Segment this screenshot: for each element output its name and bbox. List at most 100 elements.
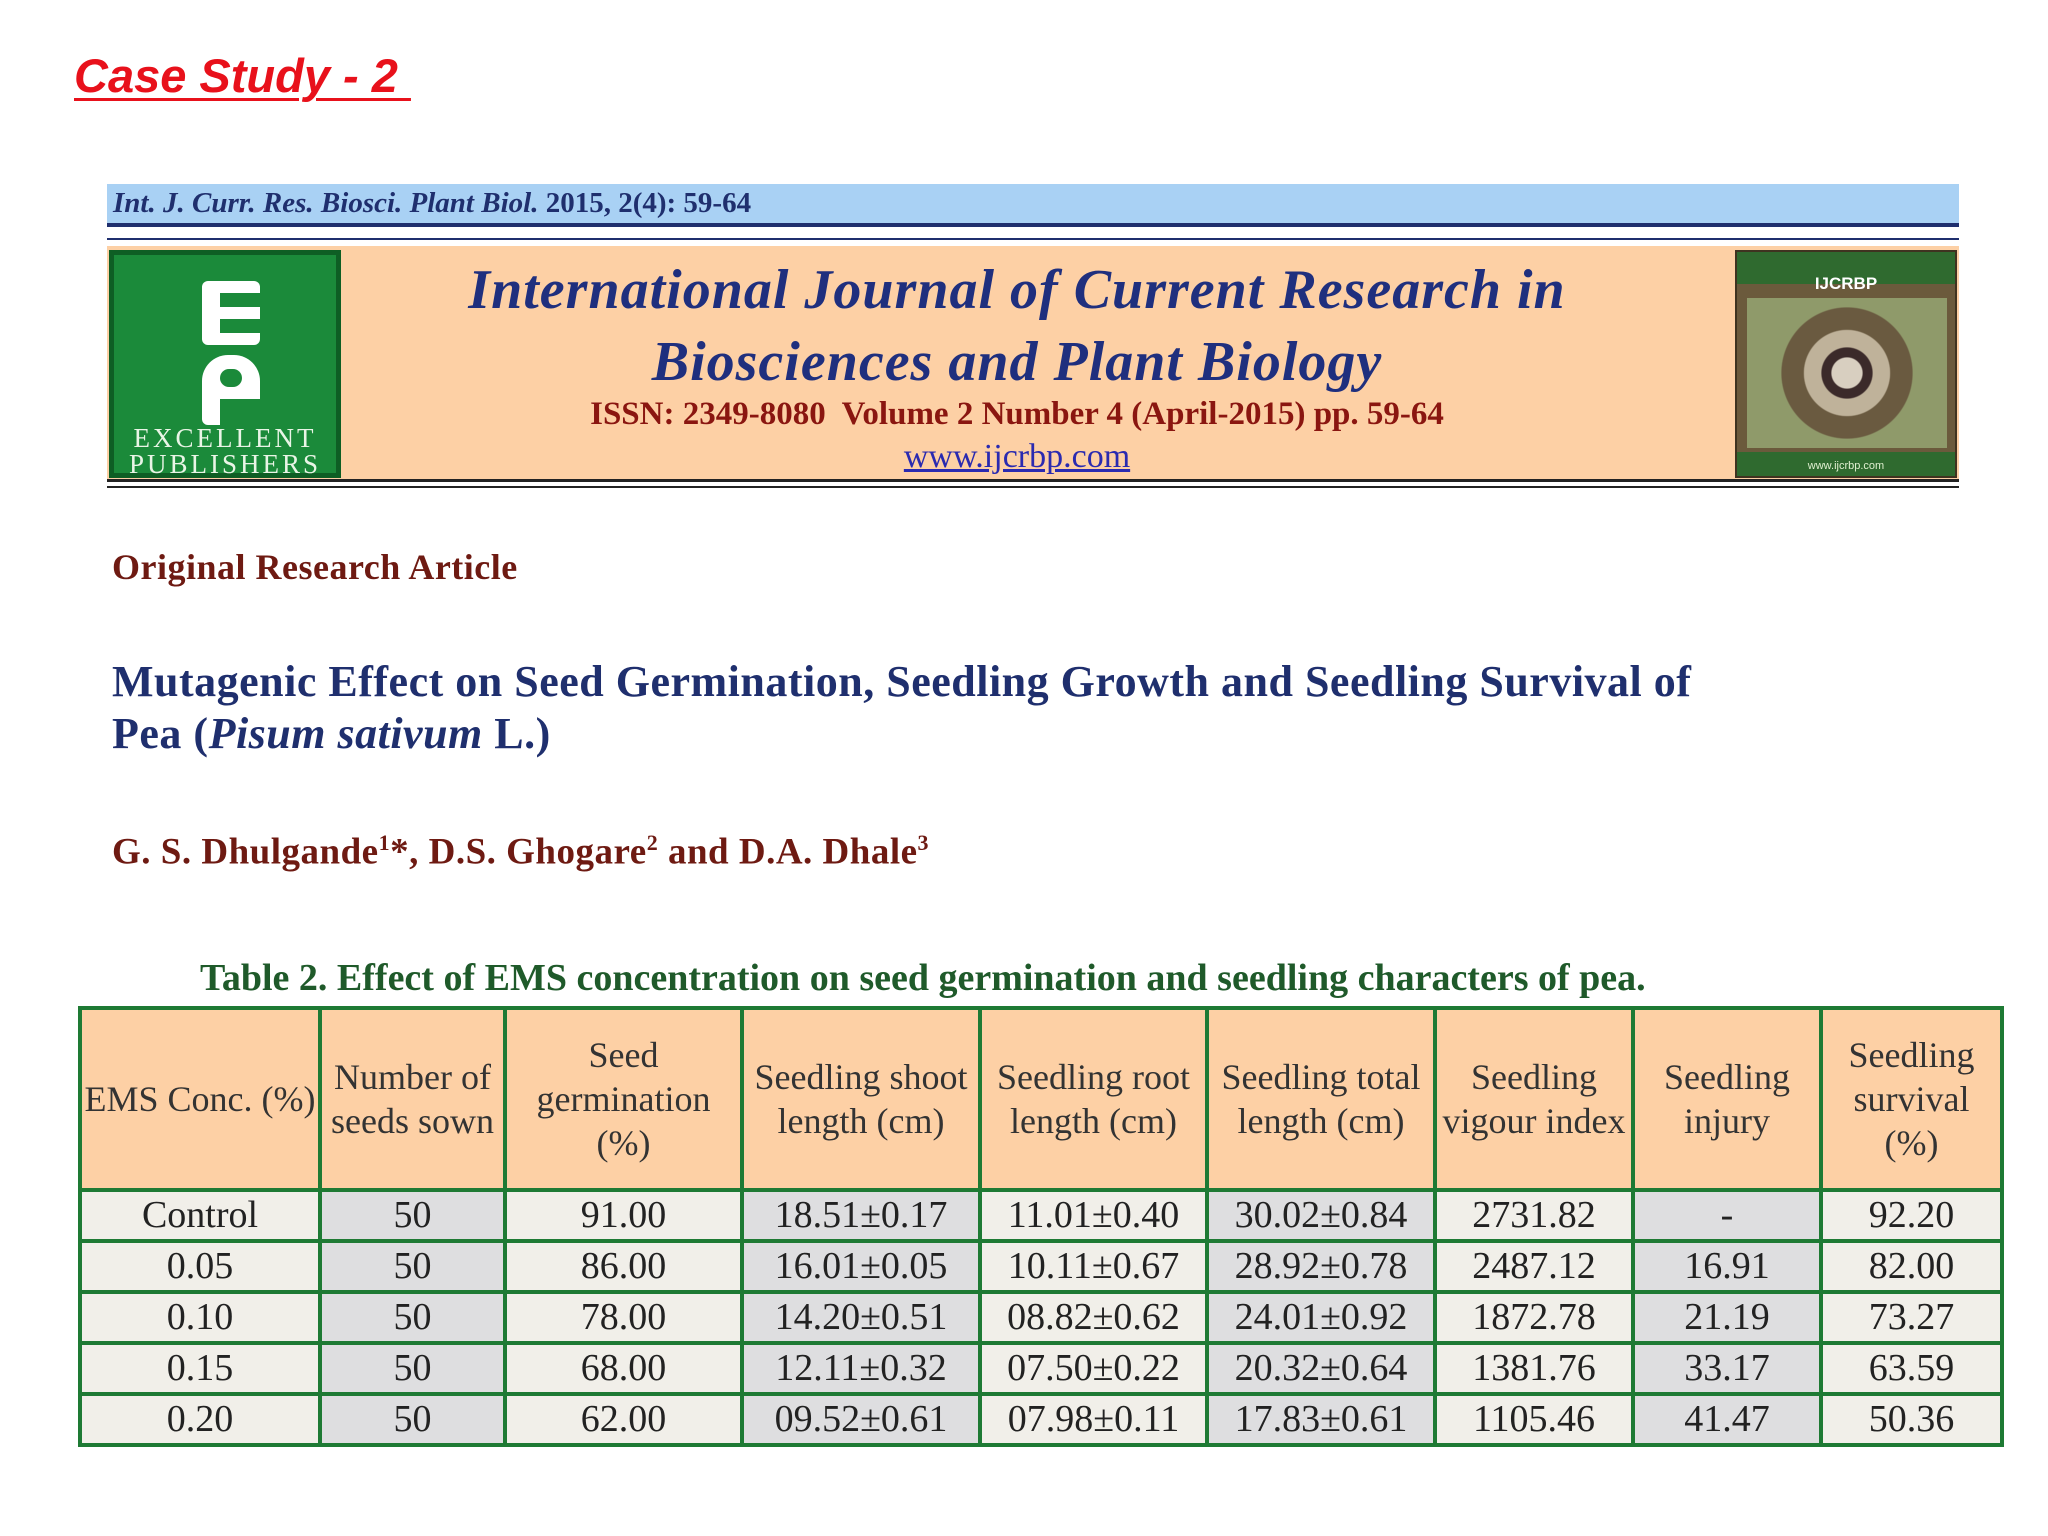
table-cell: 78.00 <box>503 1290 744 1345</box>
table-cell: 68.00 <box>503 1341 744 1396</box>
table-cell: 50 <box>318 1290 507 1345</box>
column-header: Number of seeds sown <box>318 1006 507 1192</box>
author-separator: *, <box>390 831 429 873</box>
table-header-row: EMS Conc. (%) Number of seeds sown Seed … <box>78 1006 2004 1192</box>
table-cell: 08.82±0.62 <box>978 1290 1209 1345</box>
table-cell: 1105.46 <box>1433 1392 1635 1447</box>
citation-bar: Int. J. Curr. Res. Biosci. Plant Biol. 2… <box>107 184 1959 227</box>
logo-text-excellent: EXCELLENT <box>133 423 317 453</box>
table-cell: 10.11±0.67 <box>978 1239 1209 1294</box>
cover-title: IJCRBP <box>1814 274 1878 293</box>
table-cell: 50 <box>318 1341 507 1396</box>
table-cell: 0.05 <box>78 1239 322 1294</box>
cover-photo <box>1747 298 1947 448</box>
citation-volume: 2015, 2(4): 59-64 <box>538 187 752 219</box>
column-header: Seedling survival (%) <box>1819 1006 2004 1192</box>
journal-name-line1: International Journal of Current Researc… <box>468 259 1566 321</box>
cover-url: www.ijcrbp.com <box>1807 460 1885 472</box>
author-affiliation: 2 <box>646 830 659 855</box>
table-cell: 1381.76 <box>1433 1341 1635 1396</box>
column-header: Seedling vigour index <box>1433 1006 1635 1192</box>
table-cell: 07.50±0.22 <box>978 1341 1209 1396</box>
table-cell: 11.01±0.40 <box>978 1188 1209 1243</box>
journal-name: International Journal of Current Researc… <box>387 254 1647 398</box>
table-cell: 0.20 <box>78 1392 322 1447</box>
author-name: D.S. Ghogare <box>428 831 647 873</box>
author-name: D.A. Dhale <box>738 831 918 873</box>
table-cell: 86.00 <box>503 1239 744 1294</box>
column-header: Seedling injury <box>1631 1006 1823 1192</box>
author-name: G. S. Dhulgande <box>112 831 379 873</box>
table-cell: 09.52±0.61 <box>740 1392 982 1447</box>
article-type: Original Research Article <box>112 547 518 587</box>
table-cell: 0.15 <box>78 1341 322 1396</box>
cover-top-strip <box>1737 252 1955 284</box>
journal-cover-image: IJCRBP www.ijcrbp.com <box>1735 250 1957 478</box>
table-cell: 16.91 <box>1631 1239 1823 1294</box>
table-cell: 0.10 <box>78 1290 322 1345</box>
table-cell: 28.92±0.78 <box>1205 1239 1437 1294</box>
article-title-species: Pisum sativum <box>208 709 483 758</box>
table-cell: 73.27 <box>1819 1290 2004 1345</box>
logo-p-mark-icon <box>202 355 260 425</box>
column-header: Seedling shoot length (cm) <box>740 1006 982 1192</box>
article-title: Mutagenic Effect on Seed Germination, Se… <box>112 656 1962 760</box>
citation-journal: Int. J. Curr. Res. Biosci. Plant Biol. <box>113 187 539 219</box>
article-title-part2: Pea ( <box>112 709 209 758</box>
author-affiliation: 1 <box>378 830 391 855</box>
table-cell: 17.83±0.61 <box>1205 1392 1437 1447</box>
table-cell: 12.11±0.32 <box>740 1341 982 1396</box>
table-cell: 07.98±0.11 <box>978 1392 1209 1447</box>
table-caption: Table 2. Effect of EMS concentration on … <box>200 957 1646 999</box>
table-row: 0.10 50 78.00 14.20±0.51 08.82±0.62 24.0… <box>78 1290 2004 1345</box>
cover-bottom-strip <box>1737 452 1955 476</box>
publisher-logo: EXCELLENT PUBLISHERS <box>109 250 341 478</box>
article-title-part3: L.) <box>482 709 551 758</box>
table-cell: 18.51±0.17 <box>740 1188 982 1243</box>
table-cell: 50.36 <box>1819 1392 2004 1447</box>
table-row: 0.15 50 68.00 12.11±0.32 07.50±0.22 20.3… <box>78 1341 2004 1396</box>
table-cell: 82.00 <box>1819 1239 2004 1294</box>
table-cell: 63.59 <box>1819 1341 2004 1396</box>
journal-banner: EXCELLENT PUBLISHERS International Journ… <box>107 246 1959 482</box>
table-cell: 50 <box>318 1188 507 1243</box>
table-cell: 2487.12 <box>1433 1239 1635 1294</box>
table-cell: 16.01±0.05 <box>740 1239 982 1294</box>
author-affiliation: 3 <box>917 830 930 855</box>
table-cell: 33.17 <box>1631 1341 1823 1396</box>
author-separator: and <box>658 831 739 873</box>
table-cell: 14.20±0.51 <box>740 1290 982 1345</box>
column-header: EMS Conc. (%) <box>78 1006 322 1192</box>
citation-rule <box>107 238 1959 240</box>
column-header: Seed germination (%) <box>503 1006 744 1192</box>
issn-line: ISSN: 2349-8080 Volume 2 Number 4 (April… <box>590 396 1444 432</box>
column-header: Seedling total length (cm) <box>1205 1006 1437 1192</box>
table-cell: 20.32±0.64 <box>1205 1341 1437 1396</box>
table-cell: 1872.78 <box>1433 1290 1635 1345</box>
table-row: Control 50 91.00 18.51±0.17 11.01±0.40 3… <box>78 1188 2004 1243</box>
author-list: G. S. Dhulgande1*, D.S. Ghogare2 and D.A… <box>112 830 929 873</box>
table-cell: 92.20 <box>1819 1188 2004 1243</box>
table-cell: - <box>1631 1188 1823 1243</box>
logo-text-publishers: PUBLISHERS <box>128 449 322 479</box>
results-table: EMS Conc. (%) Number of seeds sown Seed … <box>78 1006 2004 1447</box>
table-cell: 91.00 <box>503 1188 744 1243</box>
table-cell: 21.19 <box>1631 1290 1823 1345</box>
journal-website-link[interactable]: www.ijcrbp.com <box>903 438 1131 475</box>
slide-title: Case Study - 2 <box>74 49 411 102</box>
article-title-part1: Mutagenic Effect on Seed Germination, Se… <box>112 657 1692 706</box>
table-cell: Control <box>78 1188 322 1243</box>
table-cell: 50 <box>318 1239 507 1294</box>
table-cell: 2731.82 <box>1433 1188 1635 1243</box>
table-row: 0.05 50 86.00 16.01±0.05 10.11±0.67 28.9… <box>78 1239 2004 1294</box>
table-cell: 30.02±0.84 <box>1205 1188 1437 1243</box>
table-cell: 24.01±0.92 <box>1205 1290 1437 1345</box>
column-header: Seedling root length (cm) <box>978 1006 1209 1192</box>
logo-e-mark-icon <box>202 281 260 345</box>
table-cell: 62.00 <box>503 1392 744 1447</box>
table-cell: 50 <box>318 1392 507 1447</box>
table-cell: 41.47 <box>1631 1392 1823 1447</box>
table-row: 0.20 50 62.00 09.52±0.61 07.98±0.11 17.8… <box>78 1392 2004 1447</box>
banner-rule <box>107 486 1959 488</box>
journal-name-line2: Biosciences and Plant Biology <box>651 331 1383 393</box>
